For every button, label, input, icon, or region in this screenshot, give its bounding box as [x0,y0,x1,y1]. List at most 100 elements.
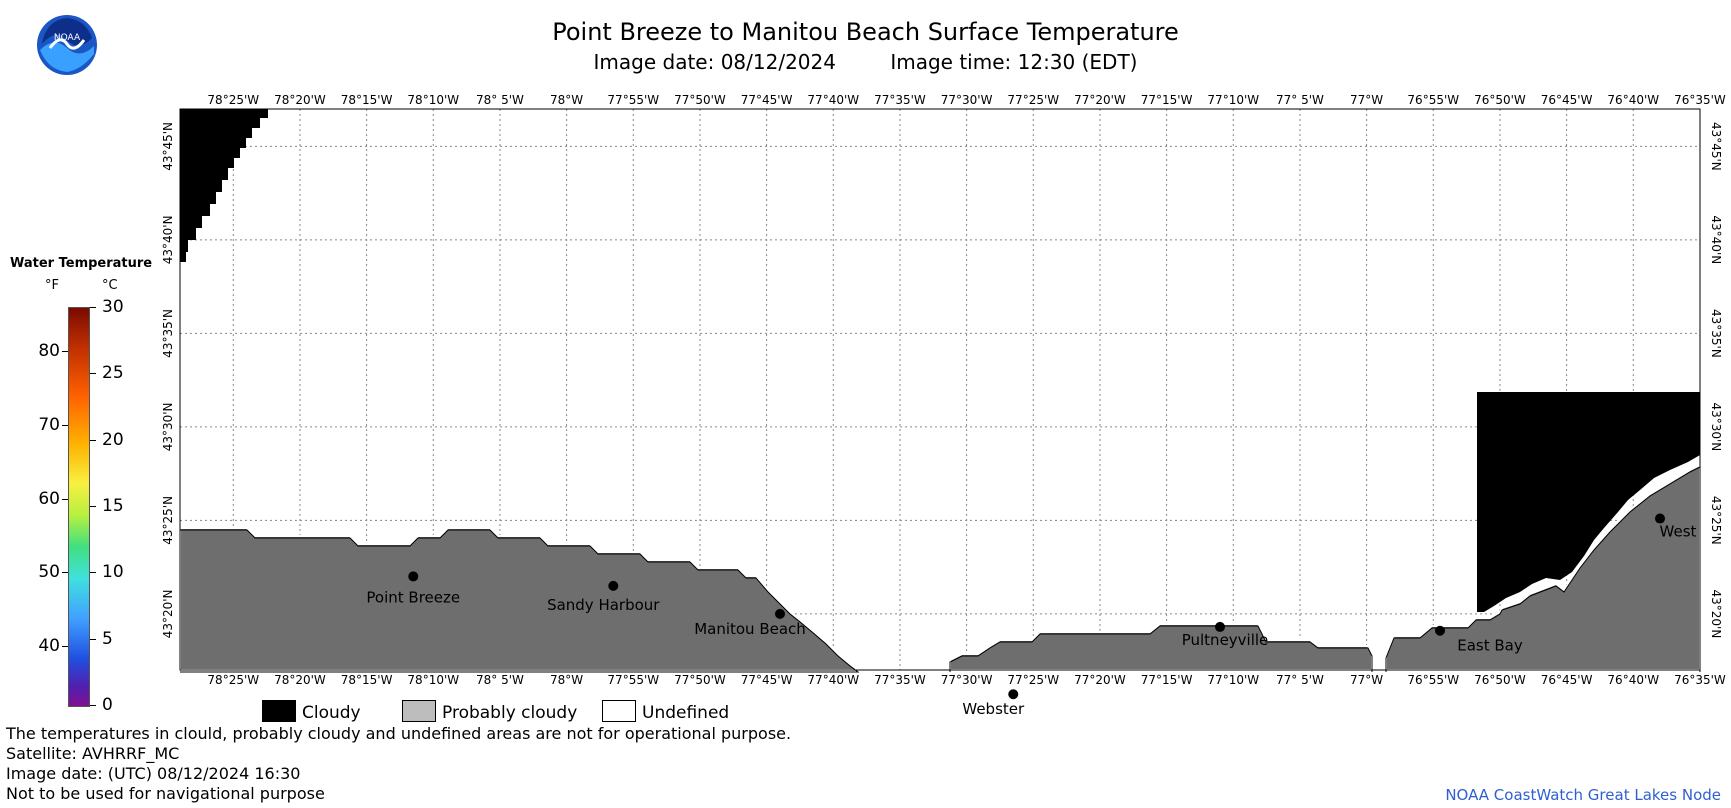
lat-label-right: 43°40'N [1709,215,1723,264]
colorbar-tick-c: 25 [102,363,124,384]
lon-label-bottom: 77°25'W [1007,673,1059,687]
shoreline [949,625,1373,672]
place-label: Webster [962,700,1025,718]
lon-label-top: 76°55'W [1407,93,1459,107]
cloud-area-east [1477,392,1700,612]
place-label: Point Breeze [366,588,460,606]
lon-label-top: 77°40'W [807,93,859,107]
lon-label-top: 78°25'W [207,93,259,107]
lon-label-top: 77°20'W [1074,93,1126,107]
lon-label-bottom: 78° 5'W [476,673,524,687]
lon-label-bottom: 77°20'W [1074,673,1126,687]
lat-label-right: 43°30'N [1709,402,1723,451]
legend-cloudy-label: Cloudy [302,703,361,723]
lon-label-bottom: 76°50'W [1474,673,1526,687]
colorbar-tick-c: 15 [102,496,124,516]
lon-label-top: 77°25'W [1007,93,1059,107]
lon-label-top: 78°20'W [274,93,326,107]
colorbar-tick-mark [90,373,96,375]
lon-label-top: 78°W [550,93,583,107]
colorbar-tick-mark [90,638,96,640]
place-label: Manitou Beach [694,620,806,638]
lon-label-bottom: 77°W [1350,673,1383,687]
map-grid [180,109,1701,670]
colorbar-tick-mark [62,351,68,353]
lon-label-top: 77°10'W [1207,93,1259,107]
place-marker [775,608,785,619]
lon-label-top: 77° 5'W [1276,93,1324,107]
lon-label-top: 78°15'W [341,93,393,107]
lon-label-top: 77°W [1350,93,1383,107]
lon-label-top: 77°55'W [607,93,659,107]
lon-label-bottom: 78°15'W [341,673,393,687]
lon-label-bottom: 77°15'W [1141,673,1193,687]
colorbar-tick-mark [62,572,68,574]
lat-label-left: 43°25'N [161,496,175,545]
colorbar-tick-mark [90,572,96,574]
colorbar-tick-f: 50 [38,562,60,583]
lat-label-right: 43°45'N [1709,122,1723,171]
noaa-logo: NOAA [36,14,98,76]
legend-probably-cloudy-label: Probably cloudy [442,703,578,723]
shoreline [1385,466,1701,672]
legend-probably-cloudy-swatch [402,700,436,722]
lon-label-bottom: 77°55'W [607,673,659,687]
lon-label-top: 77°15'W [1141,93,1193,107]
colorbar-tick-f: 80 [38,341,60,362]
place-label: East Bay [1457,637,1523,655]
land-polygon-1 [179,527,861,671]
water-temperature-title: Water Temperature [10,256,153,271]
lat-label-left: 43°30'N [161,402,175,451]
lat-label-left: 43°45'N [161,122,175,171]
lon-label-bottom: 77°45'W [741,673,793,687]
lon-label-top: 76°50'W [1474,93,1526,107]
lon-label-top: 78°10'W [407,93,459,107]
graticule-labels: 78°25'W 78°25'W 78°20'W 78°20'W 78°15'W 78°15… [161,93,1726,687]
place-marker [1215,621,1225,632]
colorbar-tick-mark [90,506,96,507]
page-title: Point Breeze to Manitou Beach Surface Te… [552,18,1179,46]
svg-text:NOAA: NOAA [54,33,81,43]
place-marker [608,580,619,591]
place-marker [1435,625,1445,636]
lon-label-top: 76°45'W [1541,93,1593,107]
lon-label-top: 77°30'W [941,93,993,107]
colorbar-tick-mark [62,498,68,500]
legend-undefined-swatch [602,700,636,722]
colorbar-tick-mark [90,705,96,706]
lon-label-bottom: 76°35'W [1674,673,1726,687]
lon-label-bottom: 76°45'W [1541,673,1593,687]
colorbar-tick-f: 60 [38,488,60,509]
land-area [179,463,1701,673]
colorbar-tick-c: 5 [102,628,113,649]
lon-label-bottom: 77°35'W [874,673,926,687]
lon-label-bottom: 77°30'W [941,673,993,687]
colorbar-tick-mark [90,307,96,308]
lon-label-bottom: 78°20'W [274,673,326,687]
colorbar-tick-mark [90,439,96,441]
place-label: Pultneyville [1182,631,1269,649]
cloud-area [180,109,1700,612]
land-polygon-2 [949,623,1373,671]
credit-text: NOAA CoastWatch Great Lakes Node [1445,786,1721,804]
disclaimer-note: The temperatures in clould, probably clo… [6,724,792,743]
lon-label-top: 76°35'W [1674,93,1726,107]
place-markers: Point Breeze Sandy Harbour Manitou Beach We… [366,513,1697,718]
lon-label-bottom: 78°10'W [407,673,459,687]
satellite-note: Satellite: AVHRRF_MC [6,744,180,763]
place-marker [1008,689,1019,700]
colorbar-tick-f: 70 [38,414,60,435]
place-marker [1655,513,1665,524]
cloud-area-northwest [180,109,268,262]
unit-fahrenheit: °F [45,278,59,293]
lon-label-top: 78° 5'W [476,93,524,107]
temperature-colorbar [68,307,90,707]
unit-celsius: °C [102,278,118,293]
colorbar-tick-f: 40 [38,636,60,657]
lon-label-bottom: 77°40'W [807,673,859,687]
lon-label-top: 77°45'W [741,93,793,107]
image-date: Image date: 08/12/2024 [593,50,836,74]
lon-label-top: 77°50'W [674,93,726,107]
lat-label-left: 43°20'N [161,589,175,638]
place-label: West [1660,523,1697,541]
